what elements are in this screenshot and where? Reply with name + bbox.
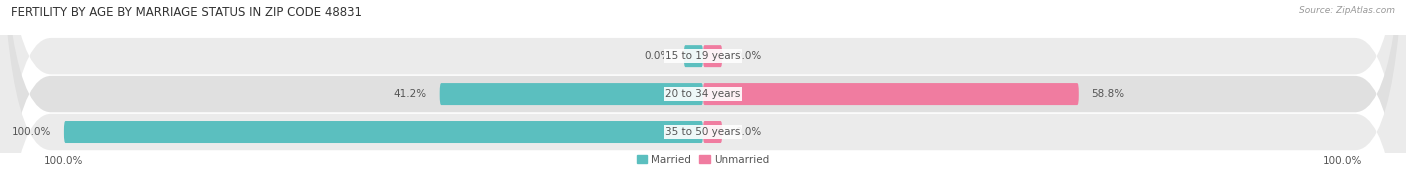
Text: 20 to 34 years: 20 to 34 years — [665, 89, 741, 99]
Legend: Married, Unmarried: Married, Unmarried — [633, 151, 773, 169]
FancyBboxPatch shape — [63, 121, 703, 143]
Text: Source: ZipAtlas.com: Source: ZipAtlas.com — [1299, 6, 1395, 15]
FancyBboxPatch shape — [440, 83, 703, 105]
Text: 35 to 50 years: 35 to 50 years — [665, 127, 741, 137]
Text: 0.0%: 0.0% — [645, 51, 671, 61]
FancyBboxPatch shape — [703, 121, 723, 143]
Text: 41.2%: 41.2% — [394, 89, 427, 99]
Text: 0.0%: 0.0% — [735, 127, 761, 137]
Text: 15 to 19 years: 15 to 19 years — [665, 51, 741, 61]
Text: 58.8%: 58.8% — [1091, 89, 1125, 99]
Text: 0.0%: 0.0% — [735, 51, 761, 61]
FancyBboxPatch shape — [703, 45, 723, 67]
Text: FERTILITY BY AGE BY MARRIAGE STATUS IN ZIP CODE 48831: FERTILITY BY AGE BY MARRIAGE STATUS IN Z… — [11, 6, 363, 19]
FancyBboxPatch shape — [703, 83, 1078, 105]
FancyBboxPatch shape — [683, 45, 703, 67]
Text: 100.0%: 100.0% — [11, 127, 51, 137]
